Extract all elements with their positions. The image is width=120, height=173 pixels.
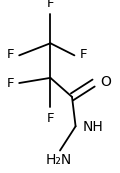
- Text: F: F: [47, 112, 54, 125]
- Text: H₂N: H₂N: [46, 153, 72, 167]
- Text: F: F: [6, 48, 14, 61]
- Text: F: F: [80, 48, 87, 61]
- Text: NH: NH: [82, 120, 103, 134]
- Text: O: O: [100, 75, 111, 89]
- Text: F: F: [47, 0, 54, 10]
- Text: F: F: [6, 77, 14, 90]
